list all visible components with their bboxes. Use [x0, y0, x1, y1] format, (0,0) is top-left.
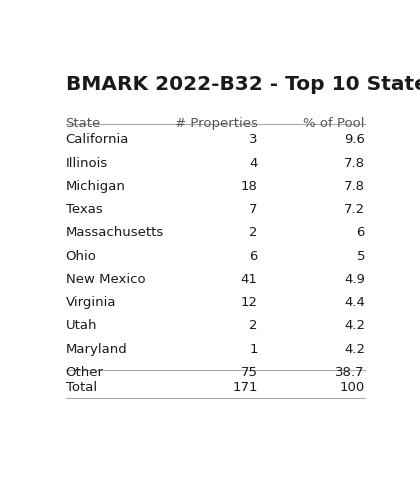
Text: 7.8: 7.8 [344, 180, 365, 193]
Text: 12: 12 [241, 296, 257, 309]
Text: 9.6: 9.6 [344, 133, 365, 147]
Text: Illinois: Illinois [66, 157, 108, 169]
Text: 4.2: 4.2 [344, 319, 365, 333]
Text: 38.7: 38.7 [336, 366, 365, 379]
Text: 4: 4 [249, 157, 257, 169]
Text: % of Pool: % of Pool [304, 116, 365, 130]
Text: Ohio: Ohio [66, 250, 97, 262]
Text: 4.4: 4.4 [344, 296, 365, 309]
Text: Michigan: Michigan [66, 180, 126, 193]
Text: BMARK 2022-B32 - Top 10 States: BMARK 2022-B32 - Top 10 States [66, 75, 420, 94]
Text: 75: 75 [241, 366, 257, 379]
Text: 7.2: 7.2 [344, 203, 365, 216]
Text: 6: 6 [357, 226, 365, 240]
Text: 2: 2 [249, 226, 257, 240]
Text: Texas: Texas [66, 203, 102, 216]
Text: 5: 5 [357, 250, 365, 262]
Text: 4.2: 4.2 [344, 343, 365, 356]
Text: 3: 3 [249, 133, 257, 147]
Text: 171: 171 [232, 381, 257, 394]
Text: # Properties: # Properties [175, 116, 257, 130]
Text: 4.9: 4.9 [344, 273, 365, 286]
Text: 2: 2 [249, 319, 257, 333]
Text: 100: 100 [340, 381, 365, 394]
Text: 7: 7 [249, 203, 257, 216]
Text: 6: 6 [249, 250, 257, 262]
Text: Other: Other [66, 366, 103, 379]
Text: Total: Total [66, 381, 97, 394]
Text: 7.8: 7.8 [344, 157, 365, 169]
Text: 41: 41 [241, 273, 257, 286]
Text: 1: 1 [249, 343, 257, 356]
Text: New Mexico: New Mexico [66, 273, 145, 286]
Text: Maryland: Maryland [66, 343, 127, 356]
Text: Utah: Utah [66, 319, 97, 333]
Text: California: California [66, 133, 129, 147]
Text: Virginia: Virginia [66, 296, 116, 309]
Text: 18: 18 [241, 180, 257, 193]
Text: State: State [66, 116, 101, 130]
Text: Massachusetts: Massachusetts [66, 226, 164, 240]
